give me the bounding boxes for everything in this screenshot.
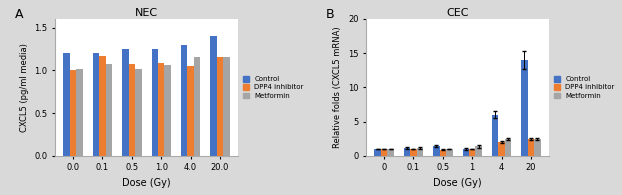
Bar	[527, 139, 534, 156]
Y-axis label: CXCL5 (pg/ml media): CXCL5 (pg/ml media)	[20, 43, 29, 132]
Legend: Control, DPP4 inhibitor, Metformin: Control, DPP4 inhibitor, Metformin	[243, 76, 304, 99]
Legend: Control, DPP4 inhibitor, Metformin: Control, DPP4 inhibitor, Metformin	[554, 76, 615, 99]
Title: CEC: CEC	[446, 8, 469, 18]
Title: NEC: NEC	[135, 8, 158, 18]
Bar	[100, 56, 106, 156]
Bar	[521, 60, 527, 156]
Bar	[374, 149, 381, 156]
Text: A: A	[15, 8, 24, 21]
Bar	[417, 148, 423, 156]
Bar	[440, 150, 446, 156]
Bar	[93, 53, 100, 156]
Bar	[492, 115, 498, 156]
X-axis label: Dose (Gy): Dose (Gy)	[122, 178, 171, 188]
Bar	[164, 65, 171, 156]
Bar	[534, 139, 541, 156]
Bar	[469, 149, 475, 156]
Bar	[122, 49, 129, 156]
Text: B: B	[326, 8, 335, 21]
Bar	[152, 49, 158, 156]
Bar	[223, 57, 230, 156]
Bar	[411, 149, 417, 156]
Bar	[498, 142, 505, 156]
Bar	[216, 57, 223, 156]
Bar	[181, 45, 187, 156]
Bar	[475, 146, 482, 156]
Bar	[433, 146, 440, 156]
Bar	[381, 149, 388, 156]
Bar	[505, 139, 511, 156]
Bar	[135, 69, 142, 156]
Bar	[187, 66, 194, 156]
X-axis label: Dose (Gy): Dose (Gy)	[433, 178, 482, 188]
Bar	[158, 63, 164, 156]
Bar	[463, 149, 469, 156]
Bar	[210, 36, 216, 156]
Bar	[77, 69, 83, 156]
Bar	[194, 58, 200, 156]
Bar	[446, 149, 453, 156]
Bar	[129, 64, 135, 156]
Bar	[70, 70, 77, 156]
Bar	[106, 64, 112, 156]
Bar	[388, 149, 394, 156]
Y-axis label: Relative folds (CXCL5 mRNA): Relative folds (CXCL5 mRNA)	[333, 27, 343, 148]
Bar	[404, 148, 411, 156]
Bar	[63, 53, 70, 156]
